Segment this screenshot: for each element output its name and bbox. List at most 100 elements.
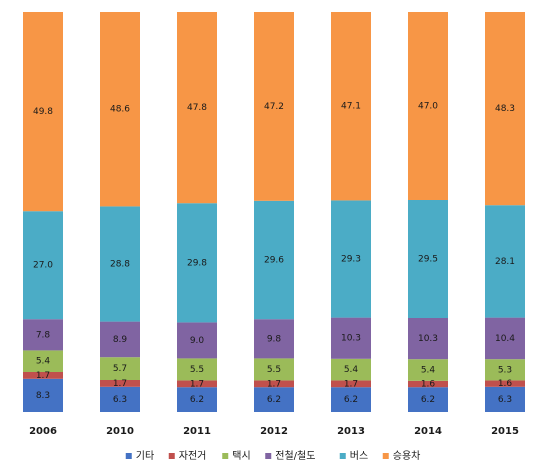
x-tick-label-2010: 2010 (106, 426, 134, 437)
data-label-2015-기타: 6.3 (498, 395, 512, 405)
bar-2013-기타 (331, 387, 371, 412)
data-label-2010-자전거: 1.7 (113, 379, 127, 389)
data-label-2015-전철-철도: 10.4 (495, 334, 515, 344)
bar-2010-택시 (100, 357, 140, 380)
bar-2013-승용차 (331, 12, 371, 201)
data-label-2014-승용차: 47.0 (418, 102, 438, 112)
data-label-2014-자전거: 1.6 (421, 380, 436, 390)
data-label-2013-자전거: 1.7 (344, 379, 358, 389)
data-label-2014-버스: 29.5 (418, 255, 438, 265)
bar-2006-전철-철도 (23, 319, 63, 351)
bar-2010-자전거 (100, 380, 140, 387)
legend-label-전철-철도: 전철/철도 (275, 450, 315, 462)
bar-2006-자전거 (23, 372, 63, 379)
bar-2010-버스 (100, 206, 140, 322)
data-label-2011-택시: 5.5 (190, 365, 204, 375)
data-label-2010-버스: 28.8 (110, 260, 130, 270)
bar-2011-전철-철도 (177, 322, 217, 359)
bar-2015-택시 (485, 359, 525, 381)
x-tick-label-2012: 2012 (260, 426, 288, 437)
bar-2013-버스 (331, 200, 371, 318)
bar-2011-승용차 (177, 12, 217, 204)
bar-2011-택시 (177, 358, 217, 381)
x-tick-label-2014: 2014 (414, 426, 442, 437)
x-axis-labels: 2006 2010 2011 2012 2013 2014 2015 (29, 426, 519, 437)
bar-2014-기타 (408, 387, 448, 412)
bar-2013-자전거 (331, 380, 371, 388)
bar-2006-기타 (23, 378, 63, 412)
data-label-2012-전철-철도: 9.8 (267, 334, 282, 344)
data-label-2010-전철-철도: 8.9 (113, 335, 128, 345)
legend-label-택시: 택시 (232, 450, 250, 462)
bar-2010-승용차 (100, 12, 140, 207)
data-label-2006-전철-철도: 7.8 (36, 330, 51, 340)
data-label-2010-승용차: 48.6 (110, 105, 130, 115)
legend-swatch-버스 (339, 453, 346, 459)
bar-2006-승용차 (23, 12, 63, 212)
data-label-2006-기타: 8.3 (36, 391, 50, 401)
data-label-2006-자전거: 1.7 (36, 371, 50, 381)
bar-2011-버스 (177, 203, 217, 323)
legend-swatch-택시 (222, 453, 229, 459)
bar-2013-택시 (331, 358, 371, 381)
bar-2006-버스 (23, 211, 63, 320)
x-tick-label-2015: 2015 (491, 426, 519, 437)
data-label-2015-승용차: 48.3 (495, 104, 515, 114)
legend-label-자전거: 자전거 (179, 450, 207, 462)
bar-2014-자전거 (408, 380, 448, 388)
data-label-2011-버스: 29.8 (187, 258, 207, 268)
data-label-2015-자전거: 1.6 (498, 379, 513, 389)
legend-swatch-자전거 (168, 453, 175, 459)
data-label-2010-택시: 5.7 (113, 364, 127, 374)
bar-2015-전철-철도 (485, 317, 525, 360)
legend-label-기타: 기타 (136, 450, 154, 462)
bar-2012-기타 (254, 387, 294, 412)
bar-2006-택시 (23, 350, 63, 372)
data-label-2012-버스: 29.6 (264, 256, 284, 266)
x-tick-label-2006: 2006 (29, 426, 57, 437)
legend: 기타 자전거 택시 전철/철도 버스 승용차 (125, 450, 421, 462)
data-label-2011-기타: 6.2 (190, 395, 204, 405)
data-label-2014-전철-철도: 10.3 (418, 334, 438, 344)
data-label-2006-택시: 5.4 (36, 357, 51, 367)
data-label-2013-기타: 6.2 (344, 395, 358, 405)
data-label-2011-승용차: 47.8 (187, 103, 207, 113)
data-label-2006-승용차: 49.8 (33, 107, 53, 117)
legend-swatch-승용차 (382, 453, 389, 459)
bar-2015-승용차 (485, 12, 525, 206)
data-label-2012-자전거: 1.7 (267, 379, 281, 389)
bar-2010-전철-철도 (100, 321, 140, 358)
bar-2012-전철-철도 (254, 319, 294, 359)
data-label-2011-자전거: 1.7 (190, 379, 204, 389)
segment-labels-group: 8.3 1.7 5.4 7.8 27.0 49.8 6.3 1.7 5.7 8.9 28.8 48.6… (33, 102, 515, 406)
bar-2011-기타 (177, 387, 217, 412)
bar-2012-버스 (254, 200, 294, 320)
data-label-2010-기타: 6.3 (113, 395, 127, 405)
bar-2015-버스 (485, 205, 525, 318)
data-label-2014-기타: 6.2 (421, 395, 435, 405)
data-label-2013-택시: 5.4 (344, 365, 359, 375)
data-label-2012-택시: 5.5 (267, 365, 281, 375)
bar-2015-기타 (485, 386, 525, 412)
bar-2014-승용차 (408, 12, 448, 200)
bar-2014-택시 (408, 359, 448, 381)
data-label-2013-승용차: 47.1 (341, 102, 361, 112)
bar-2012-택시 (254, 358, 294, 381)
bar-2012-자전거 (254, 380, 294, 388)
data-label-2012-기타: 6.2 (267, 395, 281, 405)
bar-2015-자전거 (485, 380, 525, 387)
legend-label-승용차: 승용차 (393, 450, 421, 462)
bar-2012-승용차 (254, 12, 294, 201)
x-tick-label-2011: 2011 (183, 426, 211, 437)
data-label-2011-전철-철도: 9.0 (190, 336, 205, 346)
data-label-2012-승용차: 47.2 (264, 102, 284, 112)
legend-label-버스: 버스 (350, 450, 368, 462)
x-tick-label-2013: 2013 (337, 426, 365, 437)
data-label-2014-택시: 5.4 (421, 366, 436, 376)
data-label-2013-전철-철도: 10.3 (341, 334, 361, 344)
legend-swatch-기타 (125, 453, 132, 459)
data-label-2006-버스: 27.0 (33, 261, 53, 271)
bar-2013-전철-철도 (331, 317, 371, 359)
bar-2010-기타 (100, 386, 140, 412)
